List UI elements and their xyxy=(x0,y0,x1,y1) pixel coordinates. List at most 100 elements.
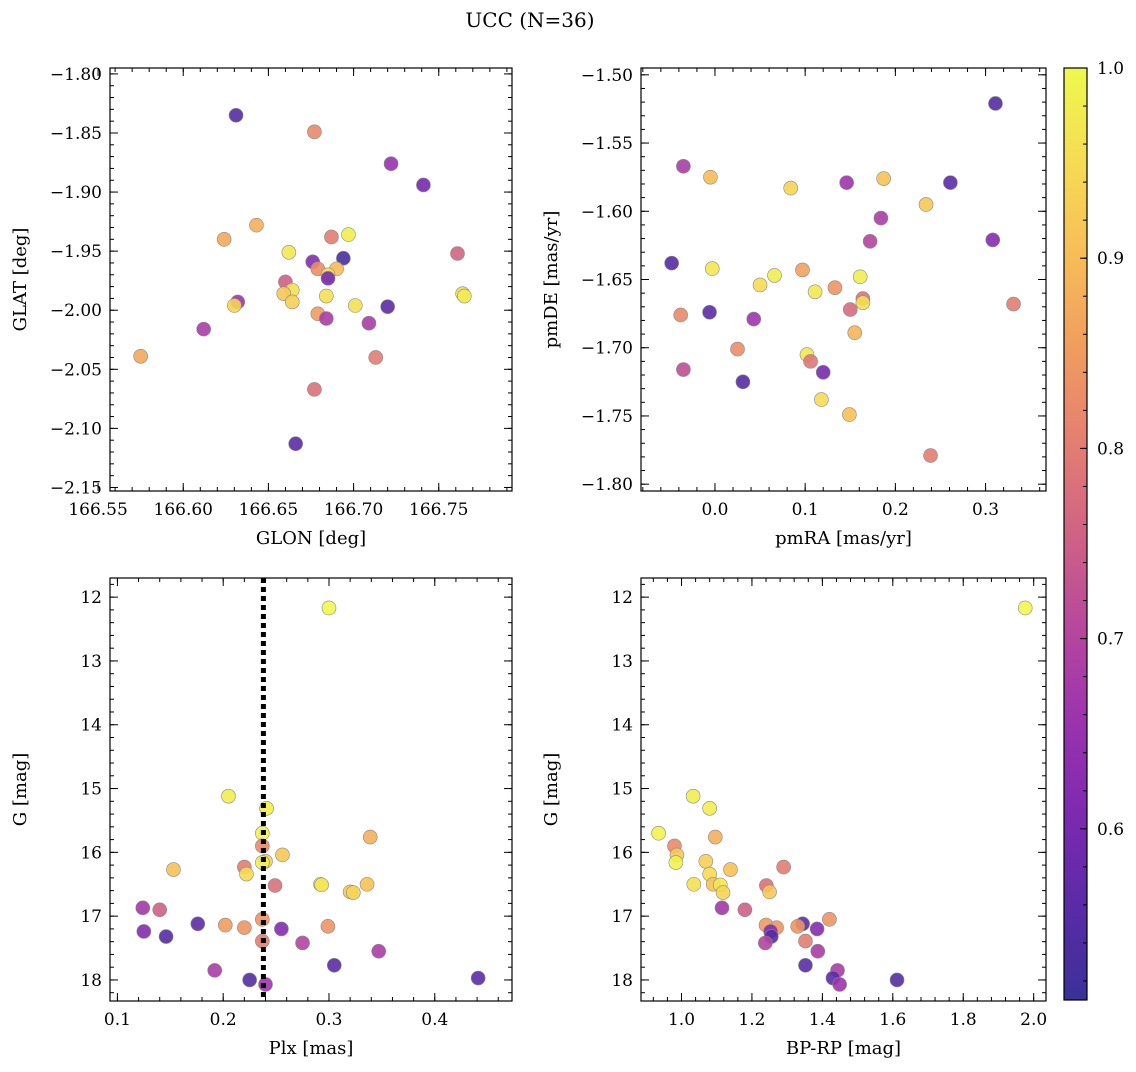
y-tick-label: 18 xyxy=(80,971,102,991)
scatter-point xyxy=(457,288,472,304)
x-tick-label: 0.1 xyxy=(792,500,819,520)
y-tick-label: −2.15 xyxy=(50,478,102,498)
scatter-point xyxy=(842,302,858,317)
x-tick-label: 166.60 xyxy=(154,500,213,520)
scatter-point xyxy=(133,349,148,364)
y-tick-label: −2.05 xyxy=(50,360,102,380)
y-tick-label: 17 xyxy=(611,907,633,927)
scatter-point xyxy=(795,262,810,278)
scatter-point xyxy=(190,916,206,932)
scatter-point xyxy=(281,245,297,260)
colorbar-ticks: 0.6 0.7 0.8 0.9 1.0 xyxy=(1080,59,1124,982)
scatter-point xyxy=(221,788,236,804)
scatter-point xyxy=(361,315,377,331)
y-tick-label: 16 xyxy=(611,843,633,863)
x-axis-label: GLON [deg] xyxy=(256,528,366,549)
scatter-point xyxy=(319,311,334,326)
scatter-point xyxy=(839,175,854,190)
y-axis-label: G [mag] xyxy=(541,753,562,826)
scatter-point xyxy=(274,921,289,937)
x-tick-label: 0.1 xyxy=(104,1010,131,1030)
plot-area xyxy=(109,67,513,492)
scatter-point xyxy=(783,180,799,196)
y-tick-label: −1.70 xyxy=(581,339,633,359)
scatter-point xyxy=(827,280,843,295)
scatter-point xyxy=(166,862,181,877)
scatter-point xyxy=(815,364,831,380)
x-tick-label: 1.2 xyxy=(738,1010,765,1030)
scatter-point xyxy=(876,171,891,186)
scatter-point xyxy=(284,294,300,310)
scatter-point xyxy=(347,298,363,313)
x-axis-label: Plx [mas] xyxy=(269,1038,354,1059)
scatter-point xyxy=(889,972,905,988)
scatter-point xyxy=(249,217,264,233)
scatter-point xyxy=(380,299,395,314)
scatter-point xyxy=(196,321,211,337)
scatter-point xyxy=(752,277,768,293)
y-tick-label: 12 xyxy=(80,588,102,608)
scatter-point xyxy=(676,158,691,174)
y-tick-label: −1.55 xyxy=(581,134,633,154)
scatter-point xyxy=(873,210,889,226)
scatter-point xyxy=(307,382,322,397)
y-tick-label: 13 xyxy=(611,652,633,672)
glon-glat-panel: 166.55 166.60 166.65 166.70 166.75 −2.15 −2.10… xyxy=(10,65,513,549)
scatter-point xyxy=(685,788,701,804)
scatter-point xyxy=(809,921,825,937)
scatter-point xyxy=(842,407,857,422)
scatter-point xyxy=(918,197,934,212)
scatter-point xyxy=(346,885,361,900)
scatter-point xyxy=(703,169,718,185)
scatter-point xyxy=(152,902,168,918)
y-tick-label: −1.95 xyxy=(50,242,102,262)
scatter-point xyxy=(686,876,702,892)
plot-area xyxy=(109,577,513,1002)
y-tick-label: 13 xyxy=(80,652,102,672)
x-axis-label: BP-RP [mag] xyxy=(786,1038,901,1059)
scatter-point xyxy=(275,847,290,863)
plot-area xyxy=(640,577,1047,1002)
scatter-point xyxy=(135,900,151,916)
y-tick-label: 16 xyxy=(80,843,102,863)
y-tick-label: −1.85 xyxy=(50,124,102,144)
scatter-point xyxy=(702,304,717,320)
scatter-point xyxy=(698,853,714,869)
colorbar-tick-label: 0.6 xyxy=(1097,820,1124,840)
scatter-point xyxy=(776,859,791,875)
y-tick-label: −1.90 xyxy=(50,183,102,203)
scatter-point xyxy=(985,232,1001,248)
scatter-point xyxy=(762,884,777,900)
scatter-point xyxy=(735,374,751,390)
scatter-point xyxy=(1006,296,1021,312)
scatter-point xyxy=(852,269,868,285)
y-tick-label: 15 xyxy=(80,780,102,800)
colorbar-tick-label: 0.9 xyxy=(1097,249,1124,269)
x-tick-label: 1.8 xyxy=(950,1010,977,1030)
x-tick-label: 0.4 xyxy=(421,1010,448,1030)
y-tick-label: −1.65 xyxy=(581,271,633,291)
y-tick-label: 14 xyxy=(80,716,102,736)
scatter-point xyxy=(324,229,339,245)
figure-title: UCC (N=36) xyxy=(465,8,594,32)
x-tick-label: 1.0 xyxy=(668,1010,695,1030)
scatter-point xyxy=(798,957,813,973)
y-tick-label: −1.80 xyxy=(50,65,102,85)
scatter-point xyxy=(371,943,387,959)
scatter-point xyxy=(227,298,242,313)
x-tick-label: 2.0 xyxy=(1020,1010,1047,1030)
scatter-point xyxy=(807,284,823,300)
y-axis-label: GLAT [deg] xyxy=(10,228,31,332)
scatter-point xyxy=(368,350,384,365)
scatter-point xyxy=(158,929,174,944)
scatter-point xyxy=(714,900,730,916)
y-tick-label: −1.60 xyxy=(581,202,633,222)
scatter-point xyxy=(803,354,818,369)
scatter-point xyxy=(218,917,233,933)
scatter-point xyxy=(708,829,723,845)
colorbar-tick-label: 0.8 xyxy=(1097,439,1124,459)
colorbar-tick-label: 0.7 xyxy=(1097,630,1124,650)
scatter-point xyxy=(267,878,283,893)
scatter-point xyxy=(228,107,244,123)
